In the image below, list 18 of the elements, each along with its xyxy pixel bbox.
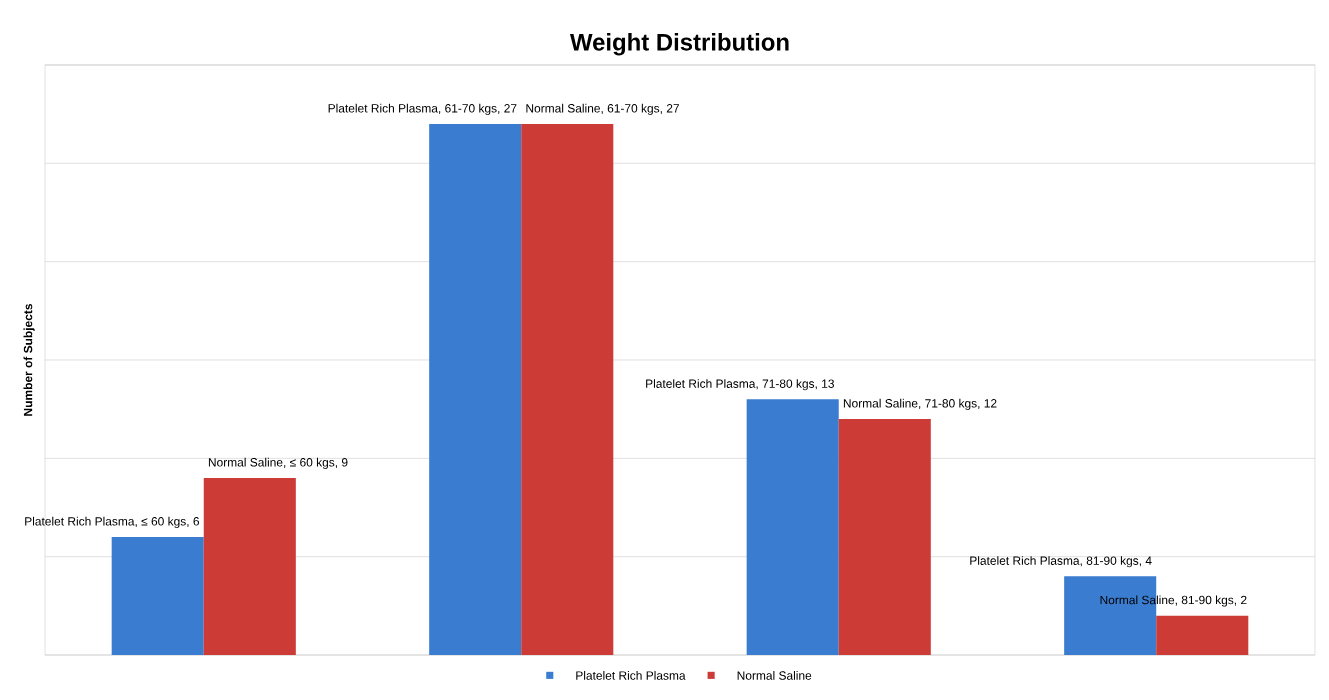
legend-label: Normal Saline (737, 670, 812, 680)
data-label: Platelet Rich Plasma, 61-70 kgs, 27 (328, 103, 517, 115)
legend-label: Platelet Rich Plasma (576, 670, 686, 680)
data-label: Platelet Rich Plasma, 81-90 kgs, 4 (970, 556, 1152, 568)
chart-title: Weight Distribution (569, 33, 789, 56)
data-label: Normal Saline, 71-80 kgs, 12 (843, 398, 997, 410)
y-axis-title: Number of Subjects (23, 304, 35, 416)
bar (746, 399, 839, 655)
bar (111, 537, 204, 655)
bar (429, 124, 522, 655)
bar (1156, 615, 1249, 655)
bar (203, 478, 296, 655)
bar (838, 419, 931, 655)
data-label: Normal Saline, 61-70 kgs, 27 (526, 103, 679, 115)
data-label: Platelet Rich Plasma, 71-80 kgs, 13 (646, 379, 834, 391)
bar (521, 124, 614, 655)
data-label: Platelet Rich Plasma, ≤ 60 kgs, 6 (25, 516, 200, 528)
data-label: Normal Saline, ≤ 60 kgs, 9 (208, 457, 348, 469)
